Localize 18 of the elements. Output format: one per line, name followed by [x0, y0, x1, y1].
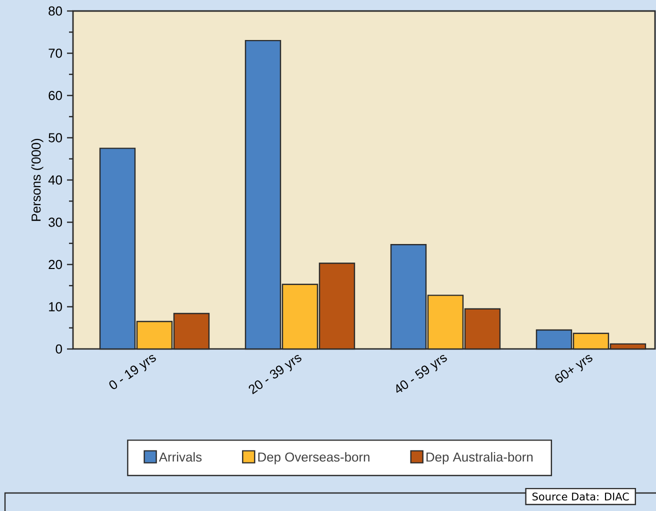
y-tick-label: 40 [48, 175, 62, 185]
x-tick-label: 60+ yrs [555, 354, 592, 383]
x-tick-label: 40 - 59 yrs [396, 354, 447, 393]
legend-label: Dep Australia-born [426, 452, 533, 464]
y-tick-label: 80 [48, 6, 62, 16]
y-tick-label: 60 [48, 90, 62, 100]
source-note: Source Data: DIAC [532, 492, 629, 500]
y-tick-label: 70 [48, 48, 62, 58]
y-tick-label: 20 [48, 260, 62, 270]
y-tick-label: 30 [48, 218, 62, 227]
x-tick-label: 20 - 39 yrs [248, 354, 302, 394]
legend-label: Arrivals [158, 452, 202, 462]
y-tick-label: 0 [56, 344, 62, 354]
y-axis-title: Persons ('000) [31, 138, 44, 221]
x-tick-label: 0 - 19 yrs [109, 354, 156, 390]
y-tick-label: 50 [48, 133, 62, 142]
y-tick-label: 10 [49, 302, 62, 312]
legend-label: Dep Overseas-born [258, 452, 370, 464]
